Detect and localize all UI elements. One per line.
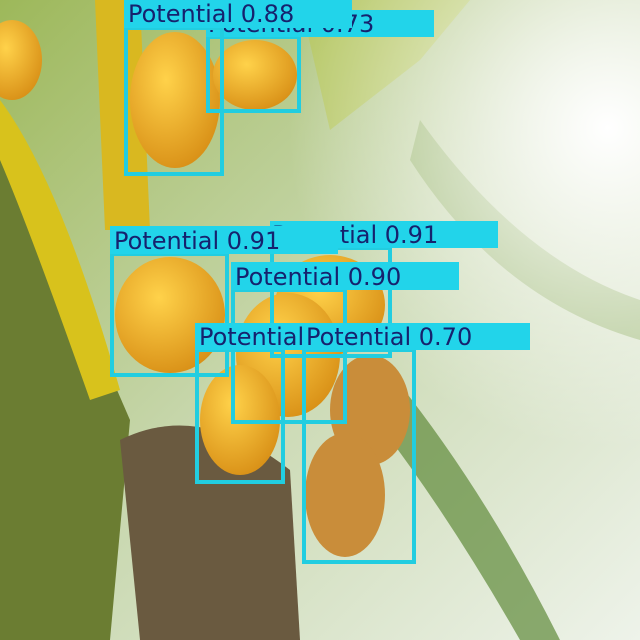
detection-label: Potential 0.91 — [114, 227, 280, 255]
detection-label: Potential — [199, 323, 304, 351]
label-background — [124, 0, 352, 28]
detection: Potential 0.91 — [110, 226, 338, 377]
detection-label: Potential 0.88 — [128, 0, 294, 28]
detection-label: Potential 0.70 — [306, 323, 472, 351]
label-background — [110, 226, 338, 254]
detection: Potential 0.88 — [124, 0, 352, 176]
detection: Potential 0.70 — [302, 323, 530, 564]
label-background — [302, 323, 530, 350]
detection-label: Potential 0.90 — [235, 263, 401, 291]
label-background — [231, 262, 459, 290]
detection: Potential — [195, 323, 315, 484]
label-background — [195, 323, 315, 350]
detection: Potential 0.90 — [231, 262, 459, 424]
